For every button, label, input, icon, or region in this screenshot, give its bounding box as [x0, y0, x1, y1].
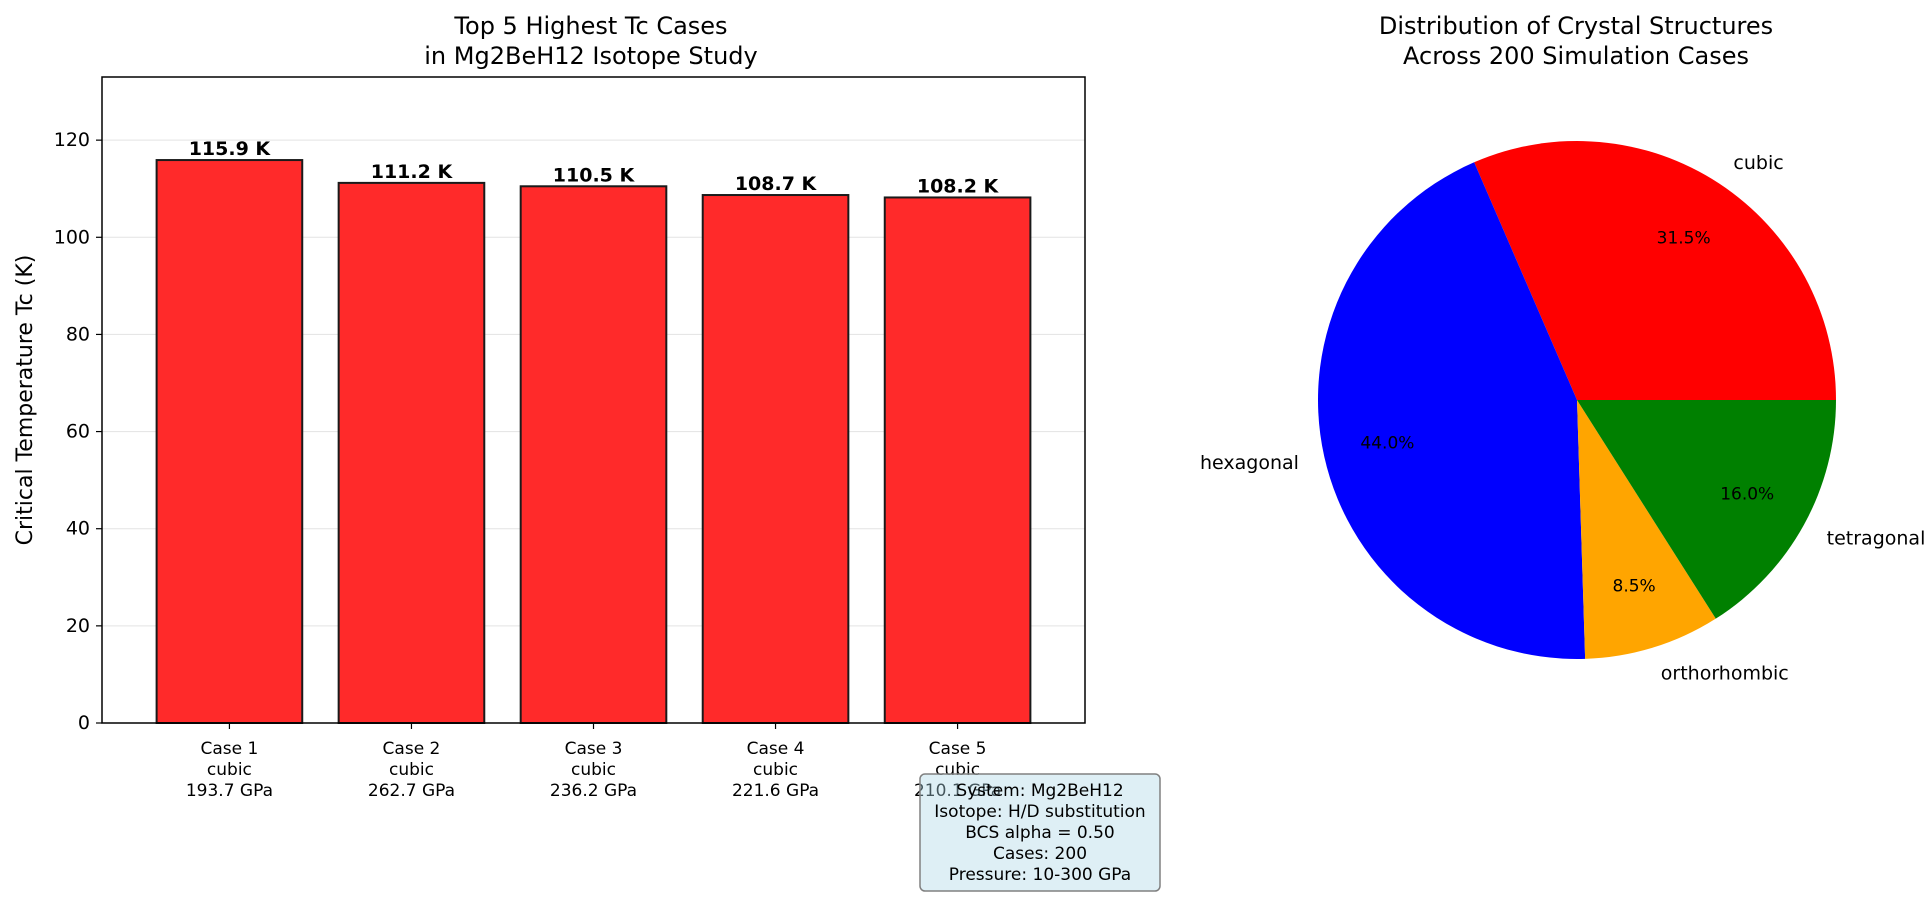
y-tick-label: 80	[66, 323, 90, 345]
pie-slice-tetragonal	[1577, 400, 1836, 619]
bars: 115.9 K 111.2 K 110.5 K 108.7 K 108.2 K	[155, 138, 1032, 725]
pie-slice-hexagonal	[1318, 162, 1586, 659]
bar	[337, 181, 486, 724]
bar-chart: Top 5 Highest Tc Cases in Mg2BeH12 Isoto…	[13, 12, 1161, 892]
y-tick-label: 0	[78, 712, 90, 734]
pie-slice-orthorhombic	[1577, 400, 1716, 659]
y-tick-label: 20	[66, 615, 90, 637]
bar-chart-title-line1: Top 5 Highest Tc Cases	[453, 12, 727, 40]
x-tick-label: Case 2	[383, 739, 441, 759]
bar-value-label: 111.2 K	[371, 161, 454, 183]
bar	[883, 196, 1032, 724]
bar-value-label: 108.7 K	[735, 173, 818, 195]
pie-chart: Distribution of Crystal Structures Acros…	[1200, 12, 1925, 684]
bar	[519, 185, 668, 725]
x-tick-label: 193.7 GPa	[186, 781, 273, 801]
y-tick-label: 40	[66, 518, 90, 540]
info-box-line: Pressure: 10-300 GPa	[949, 865, 1131, 885]
x-tick-label: Case 1	[201, 739, 259, 759]
x-tick-label: cubic	[753, 760, 798, 780]
x-tick-label: cubic	[389, 760, 434, 780]
info-box-line: System: Mg2BeH12	[956, 781, 1123, 801]
x-tick-label: Case 4	[747, 739, 805, 759]
x-tick-label: 210.1 GPa	[914, 781, 1001, 801]
y-tick-label: 100	[54, 226, 90, 248]
pie-chart-title-line2: Across 200 Simulation Cases	[1403, 42, 1749, 70]
x-tick-label: cubic	[571, 760, 616, 780]
pie-label-cubic: cubic	[1733, 152, 1783, 174]
pie-pct-orthorhombic: 8.5%	[1613, 577, 1656, 597]
x-tick-label: cubic	[935, 760, 980, 780]
y-tick-label: 120	[54, 129, 90, 151]
info-box-line: BCS alpha = 0.50	[965, 823, 1114, 843]
y-tick-label: 60	[66, 421, 90, 443]
bar-value-label: 115.9 K	[189, 138, 272, 160]
y-axis-ticks: 0 20 40 60 80 100 120	[54, 129, 102, 734]
info-box-line: Cases: 200	[993, 844, 1087, 864]
y-axis-label: Critical Temperature Tc (K)	[13, 255, 38, 546]
x-tick-label: 236.2 GPa	[550, 781, 637, 801]
pie-label-tetragonal: tetragonal	[1827, 527, 1926, 549]
x-tick-label: 221.6 GPa	[732, 781, 819, 801]
bar-value-label: 110.5 K	[553, 164, 636, 186]
bar-value-label: 108.2 K	[917, 175, 1000, 197]
pie-pct-tetragonal: 16.0%	[1720, 485, 1774, 505]
bar-chart-title-line2: in Mg2BeH12 Isotope Study	[424, 42, 757, 70]
pie-label-hexagonal: hexagonal	[1200, 452, 1299, 474]
x-tick-label: cubic	[207, 760, 252, 780]
x-tick-label: Case 3	[565, 739, 623, 759]
info-box-line: Isotope: H/D substitution	[934, 802, 1145, 822]
pie-slice-cubic	[1474, 140, 1836, 400]
bar	[155, 159, 304, 725]
pie-pct-hexagonal: 44.0%	[1360, 433, 1414, 453]
pie-labels: cubic 31.5% hexagonal 44.0% orthorhombic 8.5%…	[1200, 152, 1925, 684]
pie-pct-cubic: 31.5%	[1657, 229, 1711, 249]
bar	[701, 194, 850, 724]
pie-label-orthorhombic: orthorhombic	[1661, 662, 1789, 684]
x-tick-label: Case 5	[929, 739, 987, 759]
x-tick-label: 262.7 GPa	[368, 781, 455, 801]
pie-chart-title-line1: Distribution of Crystal Structures	[1379, 12, 1773, 40]
info-box-frame	[919, 773, 1161, 892]
pie-slices	[1318, 140, 1836, 659]
